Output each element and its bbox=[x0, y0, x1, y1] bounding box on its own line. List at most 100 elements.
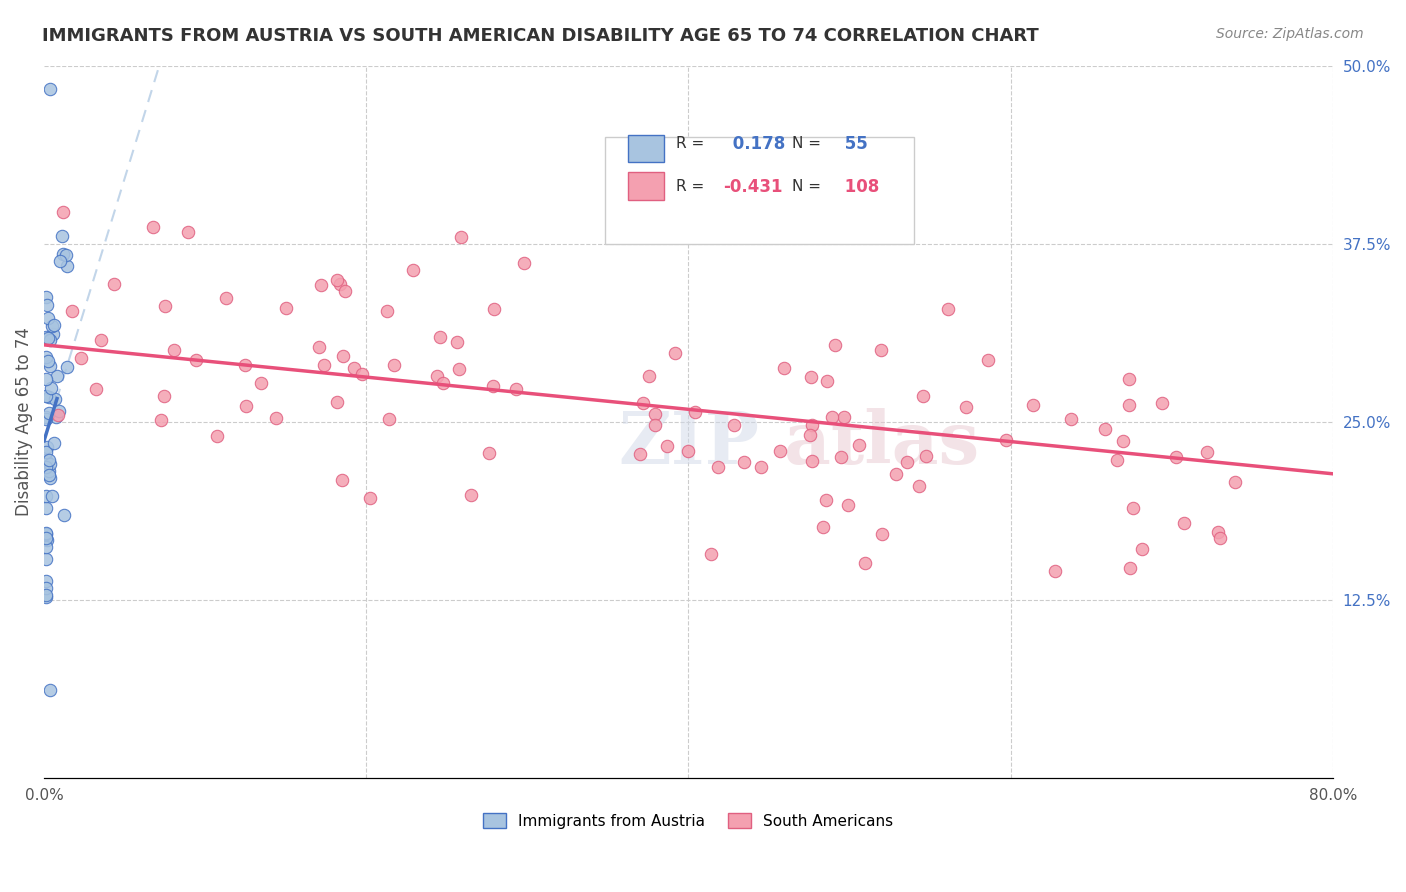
FancyBboxPatch shape bbox=[605, 136, 914, 244]
Point bbox=[628, 447, 651, 461]
Point bbox=[35, 372, 58, 386]
Point bbox=[1060, 412, 1083, 426]
Point bbox=[830, 450, 852, 465]
Point bbox=[35, 552, 58, 566]
Point bbox=[699, 547, 721, 561]
Point bbox=[215, 291, 238, 305]
Point bbox=[350, 368, 373, 382]
Point bbox=[359, 491, 381, 506]
Point bbox=[41, 327, 63, 342]
Point bbox=[41, 489, 63, 503]
Y-axis label: Disability Age 65 to 74: Disability Age 65 to 74 bbox=[15, 327, 32, 516]
Point bbox=[1118, 372, 1140, 386]
Point bbox=[326, 273, 349, 287]
Point bbox=[41, 318, 63, 333]
Point bbox=[1197, 444, 1219, 458]
Point bbox=[375, 303, 398, 318]
Point bbox=[35, 329, 58, 343]
Point bbox=[329, 277, 352, 291]
Point bbox=[1094, 422, 1116, 436]
Text: N =: N = bbox=[792, 136, 825, 152]
Point bbox=[103, 277, 125, 291]
Point bbox=[896, 455, 918, 469]
Text: -0.431: -0.431 bbox=[723, 178, 783, 195]
Point bbox=[35, 445, 58, 459]
Point bbox=[264, 411, 287, 425]
Point bbox=[644, 417, 666, 432]
Point bbox=[48, 403, 70, 417]
Point bbox=[815, 375, 838, 389]
Point bbox=[482, 379, 505, 393]
Point bbox=[332, 349, 354, 363]
Point bbox=[35, 389, 58, 403]
Point bbox=[664, 346, 686, 360]
Text: 55: 55 bbox=[839, 135, 868, 153]
Point bbox=[477, 446, 499, 460]
Point bbox=[46, 408, 69, 422]
Point bbox=[37, 311, 59, 326]
Point bbox=[55, 248, 77, 262]
Point bbox=[638, 369, 661, 384]
Point bbox=[505, 383, 527, 397]
Point bbox=[482, 302, 505, 317]
Point bbox=[184, 352, 207, 367]
Point bbox=[44, 392, 66, 406]
Point bbox=[683, 405, 706, 419]
Point bbox=[955, 400, 977, 414]
Point bbox=[38, 467, 60, 482]
Point bbox=[772, 361, 794, 376]
Point bbox=[250, 376, 273, 390]
Point bbox=[205, 429, 228, 443]
Text: IMMIGRANTS FROM AUSTRIA VS SOUTH AMERICAN DISABILITY AGE 65 TO 74 CORRELATION CH: IMMIGRANTS FROM AUSTRIA VS SOUTH AMERICA… bbox=[42, 27, 1039, 45]
Point bbox=[734, 455, 756, 469]
Point bbox=[631, 395, 654, 409]
Point bbox=[432, 376, 454, 391]
Point bbox=[35, 540, 58, 554]
Text: Source: ZipAtlas.com: Source: ZipAtlas.com bbox=[1216, 27, 1364, 41]
Point bbox=[35, 440, 58, 454]
Point bbox=[35, 298, 58, 312]
Point bbox=[42, 435, 65, 450]
Legend: Immigrants from Austria, South Americans: Immigrants from Austria, South Americans bbox=[477, 806, 900, 835]
Point bbox=[824, 337, 846, 351]
Point bbox=[35, 453, 58, 467]
Point bbox=[1119, 561, 1142, 575]
Point bbox=[38, 390, 60, 404]
Point bbox=[35, 412, 58, 426]
Point bbox=[233, 359, 256, 373]
Point bbox=[149, 413, 172, 427]
Point bbox=[38, 406, 60, 420]
Point bbox=[163, 343, 186, 357]
Point bbox=[39, 457, 62, 471]
Point bbox=[749, 460, 772, 475]
Point bbox=[38, 452, 60, 467]
Point bbox=[853, 556, 876, 570]
Point bbox=[450, 229, 472, 244]
Point bbox=[821, 410, 844, 425]
Point bbox=[884, 467, 907, 482]
Text: 0.178: 0.178 bbox=[727, 135, 786, 153]
Point bbox=[429, 330, 451, 344]
Point bbox=[1166, 450, 1188, 465]
Point bbox=[312, 358, 335, 372]
Point bbox=[872, 526, 894, 541]
Point bbox=[48, 254, 70, 268]
Point bbox=[42, 318, 65, 333]
Text: R =: R = bbox=[675, 179, 709, 194]
Point bbox=[769, 443, 792, 458]
Point bbox=[1223, 475, 1246, 489]
Point bbox=[811, 520, 834, 534]
Point bbox=[1105, 453, 1128, 467]
Point bbox=[39, 359, 62, 374]
Point bbox=[1022, 398, 1045, 412]
Point bbox=[35, 527, 58, 541]
Point bbox=[655, 439, 678, 453]
Text: atlas: atlas bbox=[785, 408, 980, 479]
Point bbox=[800, 369, 823, 384]
FancyBboxPatch shape bbox=[628, 172, 664, 200]
Point bbox=[45, 410, 67, 425]
Point bbox=[35, 489, 58, 503]
Point bbox=[1122, 500, 1144, 515]
Text: ZIP: ZIP bbox=[619, 408, 759, 479]
Point bbox=[378, 412, 401, 426]
